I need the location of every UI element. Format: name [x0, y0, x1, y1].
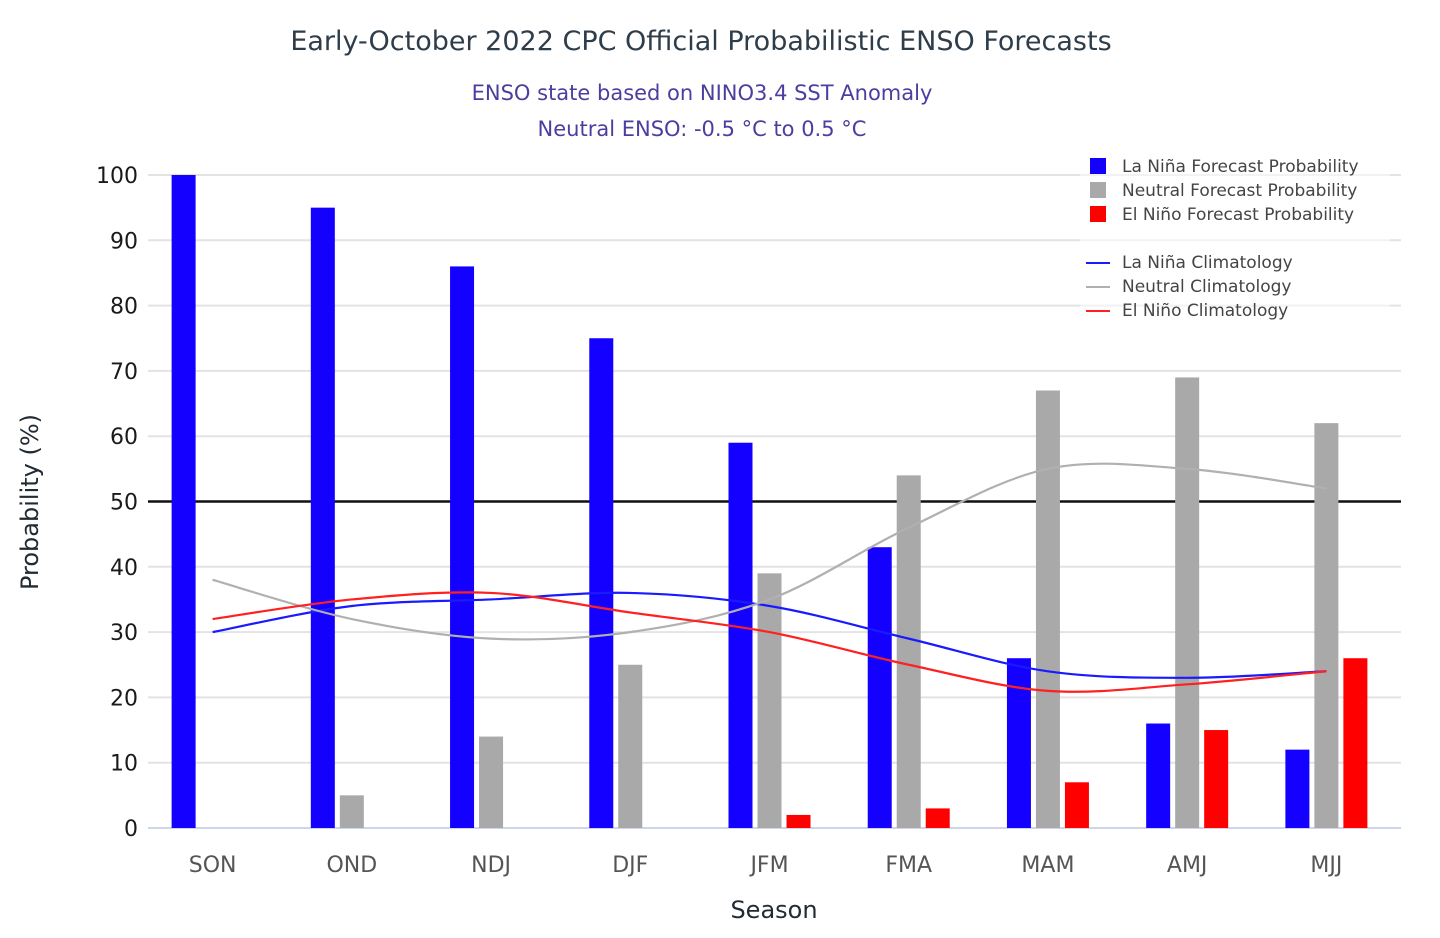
bar-la-ni-a-forecast-probabilityson	[171, 175, 196, 828]
bar-neutral-forecast-probabilityond	[339, 795, 364, 828]
legend-item-label: Neutral Forecast Probability	[1122, 181, 1357, 201]
y-tick-label: 70	[110, 360, 138, 385]
bar-neutral-forecast-probabilityndj	[479, 736, 504, 828]
y-tick-label: 40	[110, 556, 138, 581]
legend-background	[1080, 152, 1390, 330]
x-tick-label: MAM	[1021, 853, 1074, 878]
bar-la-ni-a-forecast-probabilityndj	[450, 266, 475, 828]
bar-el-ni-o-forecast-probabilitymam	[1064, 782, 1089, 828]
x-tick-label: AMJ	[1167, 853, 1208, 878]
line-la-ni-a-climatology	[212, 591, 1327, 679]
y-tick-label: 60	[110, 425, 138, 450]
x-tick-label: DJF	[612, 853, 648, 878]
legend-item-label: La Niña Forecast Probability	[1122, 157, 1359, 177]
x-axis-title: Season	[730, 896, 817, 924]
y-tick-label: 50	[110, 491, 138, 516]
legend-item-label: El Niño Forecast Probability	[1122, 205, 1354, 225]
bar-neutral-forecast-probabilitymam	[1035, 390, 1060, 828]
legend-swatch-icon	[1090, 158, 1106, 174]
bar-el-ni-o-forecast-probabilityfma	[925, 808, 950, 828]
legend-item-label: El Niño Climatology	[1122, 301, 1288, 321]
legend: La Niña Forecast Probability Neutral Fore…	[1080, 152, 1390, 330]
bar-el-ni-o-forecast-probabilitymjj	[1343, 658, 1368, 828]
x-tick-label: MJJ	[1310, 853, 1342, 878]
bar-neutral-forecast-probabilitymjj	[1314, 423, 1339, 828]
x-axis-ticks: SON OND NDJ DJF JFM FMA MAM AMJ MJJ	[189, 853, 1343, 878]
x-tick-label: JFM	[748, 853, 788, 878]
chart-subtitle-line-2: Neutral ENSO: -0.5 °C to 0.5 °C	[538, 117, 867, 141]
y-tick-label: 90	[110, 229, 138, 254]
bar-la-ni-a-forecast-probabilitydjf	[589, 338, 614, 828]
bar-neutral-forecast-probabilityjfm	[757, 573, 782, 828]
x-tick-label: OND	[326, 853, 377, 878]
y-tick-label: 0	[124, 817, 138, 842]
y-tick-label: 10	[110, 752, 138, 777]
line-el-ni-o-climatology	[212, 591, 1327, 693]
legend-item-label: Neutral Climatology	[1122, 277, 1292, 297]
line-neutral-climatology	[212, 462, 1327, 641]
bar-la-ni-a-forecast-probabilityond	[310, 207, 335, 828]
legend-swatch-icon	[1090, 206, 1106, 222]
chart-title: Early-October 2022 CPC Official Probabil…	[290, 26, 1111, 57]
bar-la-ni-a-forecast-probabilitymam	[1006, 658, 1031, 828]
legend-item-label: La Niña Climatology	[1122, 253, 1293, 273]
y-tick-label: 20	[110, 686, 138, 711]
bars	[171, 175, 1368, 828]
y-tick-label: 30	[110, 621, 138, 646]
bar-el-ni-o-forecast-probabilityamj	[1204, 730, 1229, 828]
y-axis-ticks: 0 10 20 30 40 50 60 70 80 90 100	[96, 164, 138, 842]
bar-neutral-forecast-probabilitydjf	[618, 664, 643, 828]
bar-la-ni-a-forecast-probabilityjfm	[728, 442, 753, 828]
y-tick-label: 80	[110, 295, 138, 320]
x-tick-label: SON	[189, 853, 237, 878]
y-tick-label: 100	[96, 164, 138, 189]
y-axis-title: Probability (%)	[16, 414, 44, 590]
legend-swatch-icon	[1090, 182, 1106, 198]
x-tick-label: NDJ	[471, 853, 511, 878]
climatology-lines	[212, 462, 1327, 693]
chart-subtitle-line-1: ENSO state based on NINO3.4 SST Anomaly	[472, 81, 933, 105]
x-tick-label: FMA	[885, 853, 932, 878]
bar-la-ni-a-forecast-probabilityfma	[867, 547, 892, 828]
bar-la-ni-a-forecast-probabilitymjj	[1285, 749, 1310, 828]
bar-neutral-forecast-probabilityfma	[896, 475, 921, 828]
bar-el-ni-o-forecast-probabilityjfm	[786, 814, 811, 828]
bar-neutral-forecast-probabilityamj	[1175, 377, 1200, 828]
bar-la-ni-a-forecast-probabilityamj	[1146, 723, 1171, 828]
